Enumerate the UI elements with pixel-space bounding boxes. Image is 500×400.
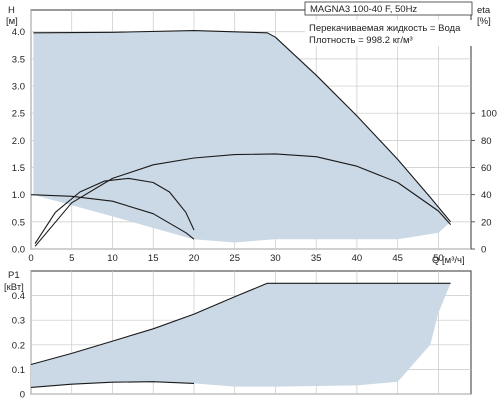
head-tick-labels: 0 5 10 15 20 25 30 35 40 45 50 0.0 0.5 1.0 1.5 2.0 2.5 3.… [12,27,497,264]
head-operating-area [33,30,451,243]
power-operating-area [31,283,451,388]
x-tick-label: 50 [433,253,444,264]
eta-axis-unit: [%] [477,16,491,27]
head-curves [30,30,452,247]
power-axis-unit: [кВт] [4,282,24,293]
eta-tick-label: 0 [481,245,486,256]
y-tick-label: 2.0 [12,136,25,147]
x-tick-label: 45 [392,253,403,264]
y-tick-label: 0.1 [12,365,25,376]
y-tick-label: 0.0 [12,245,25,256]
q-axis-label: Q [м³/ч] [432,255,465,266]
x-tick-label: 40 [352,253,363,264]
y-tick-label: 0.3 [12,316,25,327]
eta-tick-label: 40 [481,190,492,201]
head-chart-panel: 0 5 10 15 20 25 30 35 40 45 50 0.0 0.5 1.0 1.5 2.0 2.5 3.… [12,9,497,264]
x-tick-label: 5 [69,253,74,264]
head-max-curve [33,30,452,223]
eta-tick-label: 100 [481,109,497,120]
y-tick-label: 3.5 [12,54,25,65]
head-axis-unit: [м] [6,16,18,27]
y-tick-label: 1.5 [12,163,25,174]
head-axis-label: H [8,5,15,16]
power-chart-panel: 0 0.1 0.2 0.3 0.4 [12,270,472,400]
head-min-curve [30,194,195,240]
x-tick-label: 0 [28,253,33,264]
title-box [304,1,473,16]
x-tick-label: 10 [107,253,118,264]
y-tick-label: 0 [20,390,25,400]
annotation-fluid: Перекачиваемая жидкость = Вода [309,23,461,34]
chart-title: MAGNA3 100-40 F, 50Hz [310,4,417,15]
annotation-density: Плотность = 998.2 кг/м³ [309,35,413,46]
x-tick-label: 30 [270,253,281,264]
eta-max-curve [34,153,452,247]
power-max-curve [30,282,451,366]
x-tick-label: 20 [189,253,200,264]
y-tick-label: 2.5 [12,109,25,120]
power-min-curve [30,381,195,388]
y-tick-label: 1.0 [12,190,25,201]
power-tick-labels: 0 0.1 0.2 0.3 0.4 [12,291,25,400]
x-tick-label: 35 [311,253,322,264]
eta-tick-label: 80 [481,136,492,147]
eta-axis-label: eta [477,5,491,16]
eta-tick-label: 60 [481,163,492,174]
y-tick-label: 3.0 [12,82,25,93]
eta-tick-label: 20 [481,217,492,228]
y-tick-label: 4.0 [12,27,25,38]
y-tick-label: 0.2 [12,340,25,351]
eta-min-curve [34,177,195,244]
y-tick-label: 0.4 [12,291,25,302]
x-tick-label: 25 [229,253,240,264]
y-tick-label: 0.5 [12,217,25,228]
power-axis-label: P1 [8,270,20,281]
power-curves [30,282,451,388]
annotation-box [305,20,472,46]
x-tick-label: 15 [148,253,159,264]
